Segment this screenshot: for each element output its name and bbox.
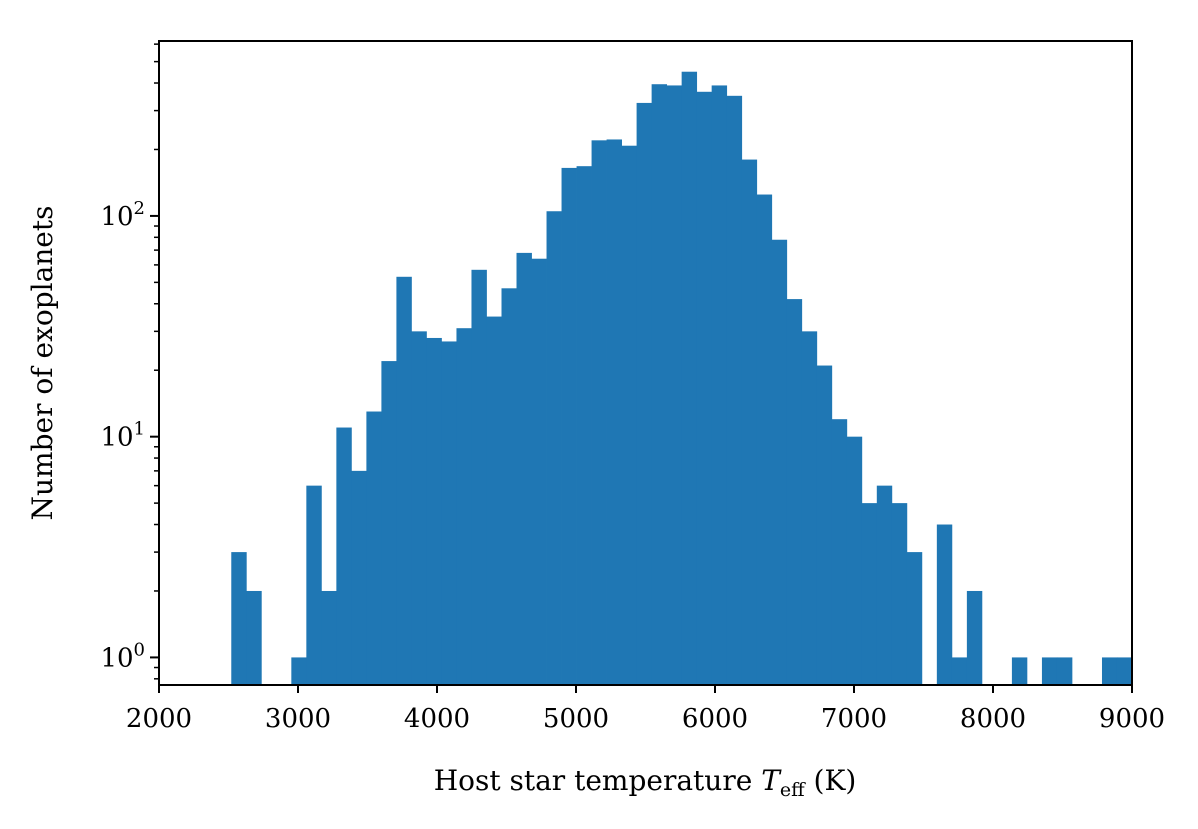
histogram-bar: [786, 299, 803, 685]
histogram-bar: [951, 657, 968, 685]
y-tick-label-exponent: 0: [134, 639, 145, 660]
histogram-bar: [291, 657, 307, 685]
histogram-bar: [666, 85, 683, 685]
x-axis-label-symbol: T: [761, 764, 782, 797]
x-tick-label: 7000: [821, 704, 887, 734]
histogram-bar: [1056, 657, 1073, 685]
histogram-bar: [501, 288, 517, 685]
histogram-bar: [606, 139, 622, 685]
bars-group: [231, 71, 1133, 686]
histogram-bar: [231, 552, 247, 685]
histogram-bar: [936, 524, 953, 685]
x-axis-ticks: 2000 3000 4000 5000 6000 7000 8000 9000: [126, 685, 1165, 734]
histogram-bar: [531, 258, 547, 685]
histogram-bar: [366, 411, 382, 685]
histogram-bar: [906, 552, 923, 685]
y-tick-label-exponent: 2: [134, 198, 145, 219]
histogram-bar: [351, 470, 367, 685]
histogram-bar: [306, 485, 322, 685]
histogram-bar: [1041, 657, 1058, 685]
histogram-bar: [801, 331, 818, 685]
histogram-bar: [516, 252, 532, 685]
x-tick-label: 8000: [960, 704, 1026, 734]
y-tick-label: 101: [100, 419, 145, 453]
histogram-bar: [876, 485, 893, 685]
histogram-bar: [831, 419, 848, 685]
histogram-bar: [426, 337, 442, 685]
histogram-bar: [576, 166, 592, 685]
x-axis-label-unit: (K): [814, 764, 857, 797]
histogram-bar: [891, 503, 908, 685]
histogram-bar: [636, 102, 653, 686]
histogram-bar: [1116, 657, 1133, 685]
histogram-bar: [696, 91, 713, 686]
histogram-bar: [561, 167, 577, 685]
histogram-bar: [246, 590, 262, 685]
histogram-bar: [651, 84, 668, 686]
y-tick-label-exponent: 1: [134, 419, 145, 440]
histogram-bar: [411, 331, 427, 685]
x-axis-label-subscript: eff: [780, 779, 806, 801]
histogram-bar: [456, 328, 472, 685]
histogram-bar: [771, 239, 788, 686]
histogram-bar: [1011, 657, 1028, 685]
histogram-bar: [471, 269, 487, 685]
histogram-bar: [726, 95, 743, 685]
y-axis-label: Number of exoplanets: [26, 206, 59, 521]
histogram-bar: [441, 341, 457, 685]
histogram-bar: [336, 427, 352, 685]
histogram-bar: [711, 85, 728, 685]
y-tick-label-base: 10: [100, 423, 133, 453]
x-tick-label: 5000: [543, 704, 609, 734]
x-axis-label-text: Host star temperature: [434, 764, 753, 797]
histogram-bar: [741, 159, 758, 685]
y-tick-label-base: 10: [100, 202, 133, 232]
x-tick-label: 2000: [126, 704, 192, 734]
histogram-bar: [846, 436, 863, 685]
y-tick-label: 102: [100, 198, 145, 232]
histogram-bar: [861, 503, 878, 685]
histogram-bar: [1101, 657, 1118, 685]
histogram-bar: [486, 316, 502, 685]
x-tick-label: 3000: [265, 704, 331, 734]
axes-frame: [158, 40, 1133, 686]
y-tick-label-base: 10: [100, 643, 133, 673]
histogram-bar: [381, 361, 397, 685]
histogram-bar: [396, 276, 412, 685]
histogram-bar: [546, 211, 562, 686]
histogram-bar: [756, 194, 773, 685]
histogram-bar: [816, 365, 833, 685]
histogram-bar: [621, 145, 637, 685]
histogram-bar: [591, 140, 607, 685]
x-axis-label: Host star temperature Teff (K): [434, 764, 857, 803]
histogram-bar: [321, 590, 337, 685]
y-tick-label: 100: [100, 639, 145, 673]
histogram-bar: [681, 71, 698, 686]
x-tick-label: 4000: [404, 704, 470, 734]
histogram-bar: [966, 590, 983, 685]
x-tick-label: 6000: [682, 704, 748, 734]
x-tick-label: 9000: [1099, 704, 1165, 734]
